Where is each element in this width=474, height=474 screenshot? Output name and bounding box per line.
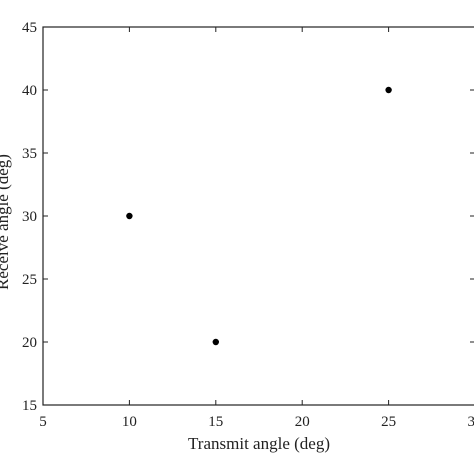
- x-axis-title: Transmit angle (deg): [188, 434, 330, 453]
- y-axis-ticks: 15 20 25 30 35 40 45: [22, 20, 474, 414]
- y-tick-label: 20: [22, 335, 37, 351]
- x-tick-label: 15: [208, 414, 223, 430]
- y-axis-title: Receive angle (deg): [0, 154, 12, 290]
- data-points: [126, 86, 392, 346]
- data-point: [126, 212, 133, 220]
- y-tick-label: 45: [22, 20, 37, 36]
- x-tick-label: 30: [468, 414, 474, 430]
- x-tick-label: 25: [381, 414, 396, 430]
- plot-frame: [42, 26, 474, 406]
- data-point: [385, 86, 392, 94]
- data-point: [212, 338, 219, 346]
- y-tick-label: 35: [22, 146, 37, 162]
- x-tick-label: 10: [122, 414, 137, 430]
- x-tick-label: 5: [39, 414, 47, 430]
- y-tick-label: 15: [22, 398, 37, 414]
- y-tick-label: 30: [22, 209, 37, 225]
- x-tick-label: 20: [295, 414, 310, 430]
- x-axis-ticks: 5 10 15 20 25 30: [39, 27, 474, 430]
- y-tick-label: 40: [22, 83, 37, 99]
- y-tick-label: 25: [22, 272, 37, 288]
